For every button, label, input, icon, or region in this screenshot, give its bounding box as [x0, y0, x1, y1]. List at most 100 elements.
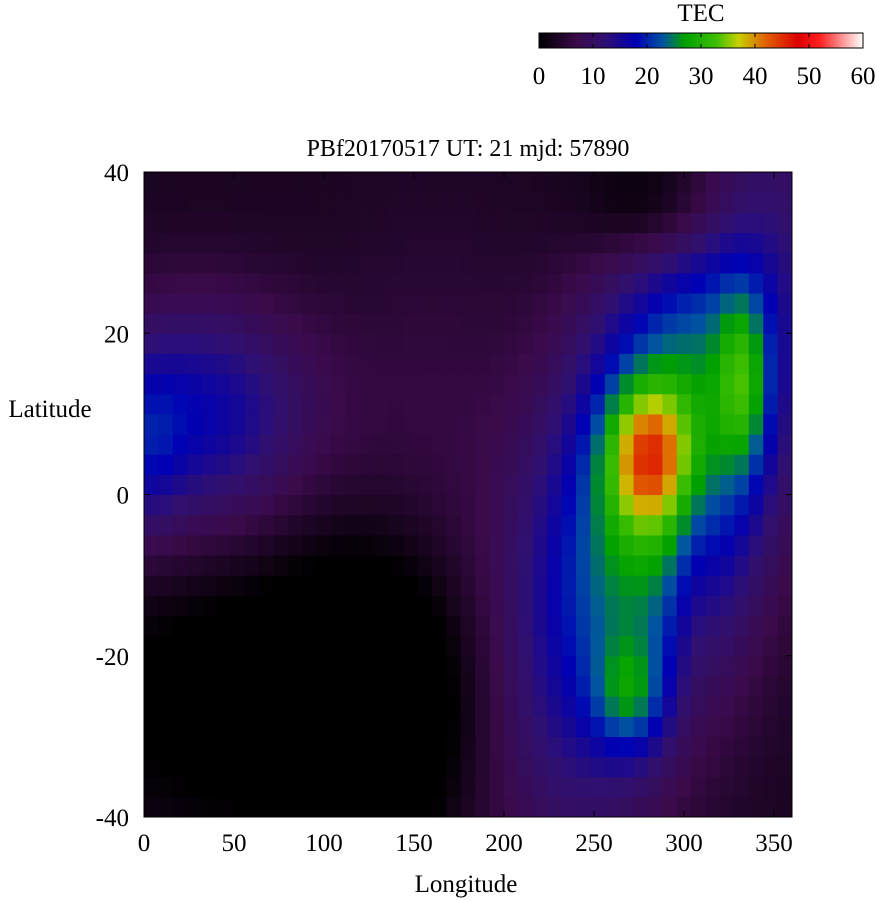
heatmap-cell	[201, 353, 217, 375]
heatmap-cell	[187, 756, 203, 778]
heatmap-cell	[619, 474, 635, 496]
heatmap-cell	[345, 373, 361, 395]
heatmap-cell	[590, 393, 606, 415]
heatmap-cell	[576, 192, 591, 213]
heatmap-cell	[777, 434, 792, 455]
heatmap-cell	[331, 292, 347, 314]
heatmap-cell	[619, 756, 635, 778]
heatmap-cell	[532, 595, 548, 617]
heatmap-cell	[216, 413, 231, 435]
heatmap-cell	[302, 575, 318, 596]
heatmap-cell	[748, 474, 764, 496]
heatmap-cell	[259, 373, 275, 395]
heatmap-cell	[144, 534, 159, 556]
heatmap-cell	[388, 776, 404, 798]
heatmap-cell	[576, 252, 591, 274]
heatmap-cell	[676, 615, 692, 637]
heatmap-cell	[273, 454, 289, 475]
heatmap-cell	[547, 615, 563, 637]
heatmap-cell	[172, 172, 188, 193]
heatmap-cell	[216, 615, 231, 637]
heatmap-cell	[187, 716, 203, 737]
heatmap-cell	[216, 333, 231, 355]
heatmap-cell	[619, 635, 635, 657]
heatmap-cell	[705, 393, 721, 415]
heatmap-cell	[633, 756, 649, 778]
heatmap-cell	[244, 172, 260, 193]
heatmap-cell	[590, 252, 606, 274]
heatmap-cell	[648, 615, 663, 637]
heatmap-cell	[302, 313, 318, 334]
heatmap-cell	[345, 474, 361, 496]
heatmap-cell	[417, 353, 433, 375]
heatmap-cell	[763, 313, 779, 334]
heatmap-cell	[432, 716, 447, 737]
heatmap-cell	[273, 373, 289, 395]
heatmap-cell	[331, 252, 347, 274]
heatmap-cell	[331, 756, 347, 778]
heatmap-cell	[403, 232, 419, 254]
heatmap-cell	[158, 534, 174, 556]
heatmap-cell	[734, 413, 750, 435]
heatmap-cell	[388, 716, 404, 737]
heatmap-cell	[230, 655, 246, 677]
heatmap-cell	[691, 272, 707, 294]
heatmap-cell	[259, 454, 275, 475]
heatmap-cell	[561, 192, 577, 213]
heatmap-cell	[216, 575, 231, 596]
heatmap-cell	[360, 736, 375, 758]
heatmap-cell	[259, 313, 275, 334]
heatmap-cell	[244, 454, 260, 475]
heatmap-cell	[144, 716, 159, 737]
heatmap-cell	[576, 212, 591, 234]
heatmap-cell	[230, 776, 246, 798]
heatmap-cell	[748, 252, 764, 274]
heatmap-cell	[230, 212, 246, 234]
heatmap-cell	[273, 796, 289, 817]
heatmap-cell	[777, 575, 792, 596]
heatmap-cell	[547, 514, 563, 536]
heatmap-cell	[734, 434, 750, 455]
heatmap-cell	[216, 454, 231, 475]
heatmap-cell	[763, 514, 779, 536]
heatmap-cell	[187, 474, 203, 496]
heatmap-cell	[345, 776, 361, 798]
heatmap-cell	[403, 434, 419, 455]
heatmap-cell	[388, 595, 404, 617]
heatmap-cell	[288, 474, 303, 496]
heatmap-cell	[288, 675, 303, 697]
heatmap-cell	[547, 333, 563, 355]
heatmap-cell	[475, 615, 491, 637]
heatmap-cell	[331, 192, 347, 213]
heatmap-cell	[403, 575, 419, 596]
heatmap-cell	[244, 292, 260, 314]
heatmap-cell	[172, 413, 188, 435]
heatmap-cell	[417, 514, 433, 536]
heatmap-cell	[475, 776, 491, 798]
heatmap-cell	[748, 615, 764, 637]
heatmap-cell	[547, 232, 563, 254]
heatmap-cell	[504, 272, 519, 294]
y-tick-label: 20	[104, 321, 129, 348]
heatmap-cell	[201, 635, 217, 657]
heatmap-cell	[288, 393, 303, 415]
heatmap-cell	[561, 454, 577, 475]
heatmap-cell	[187, 353, 203, 375]
heatmap-cell	[230, 514, 246, 536]
heatmap-cell	[172, 635, 188, 657]
heatmap-cell	[302, 172, 318, 193]
heatmap-cell	[432, 232, 447, 254]
heatmap-cell	[777, 675, 792, 697]
heatmap-cell	[460, 212, 476, 234]
heatmap-cell	[345, 333, 361, 355]
heatmap-cell	[374, 313, 390, 334]
heatmap-cell	[691, 554, 707, 576]
heatmap-cell	[504, 655, 519, 677]
heatmap-cell	[561, 696, 577, 717]
heatmap-cell	[633, 595, 649, 617]
heatmap-cell	[619, 615, 635, 637]
heatmap-cell	[216, 192, 231, 213]
heatmap-cell	[604, 615, 620, 637]
heatmap-cell	[604, 776, 620, 798]
heatmap-cell	[460, 776, 476, 798]
